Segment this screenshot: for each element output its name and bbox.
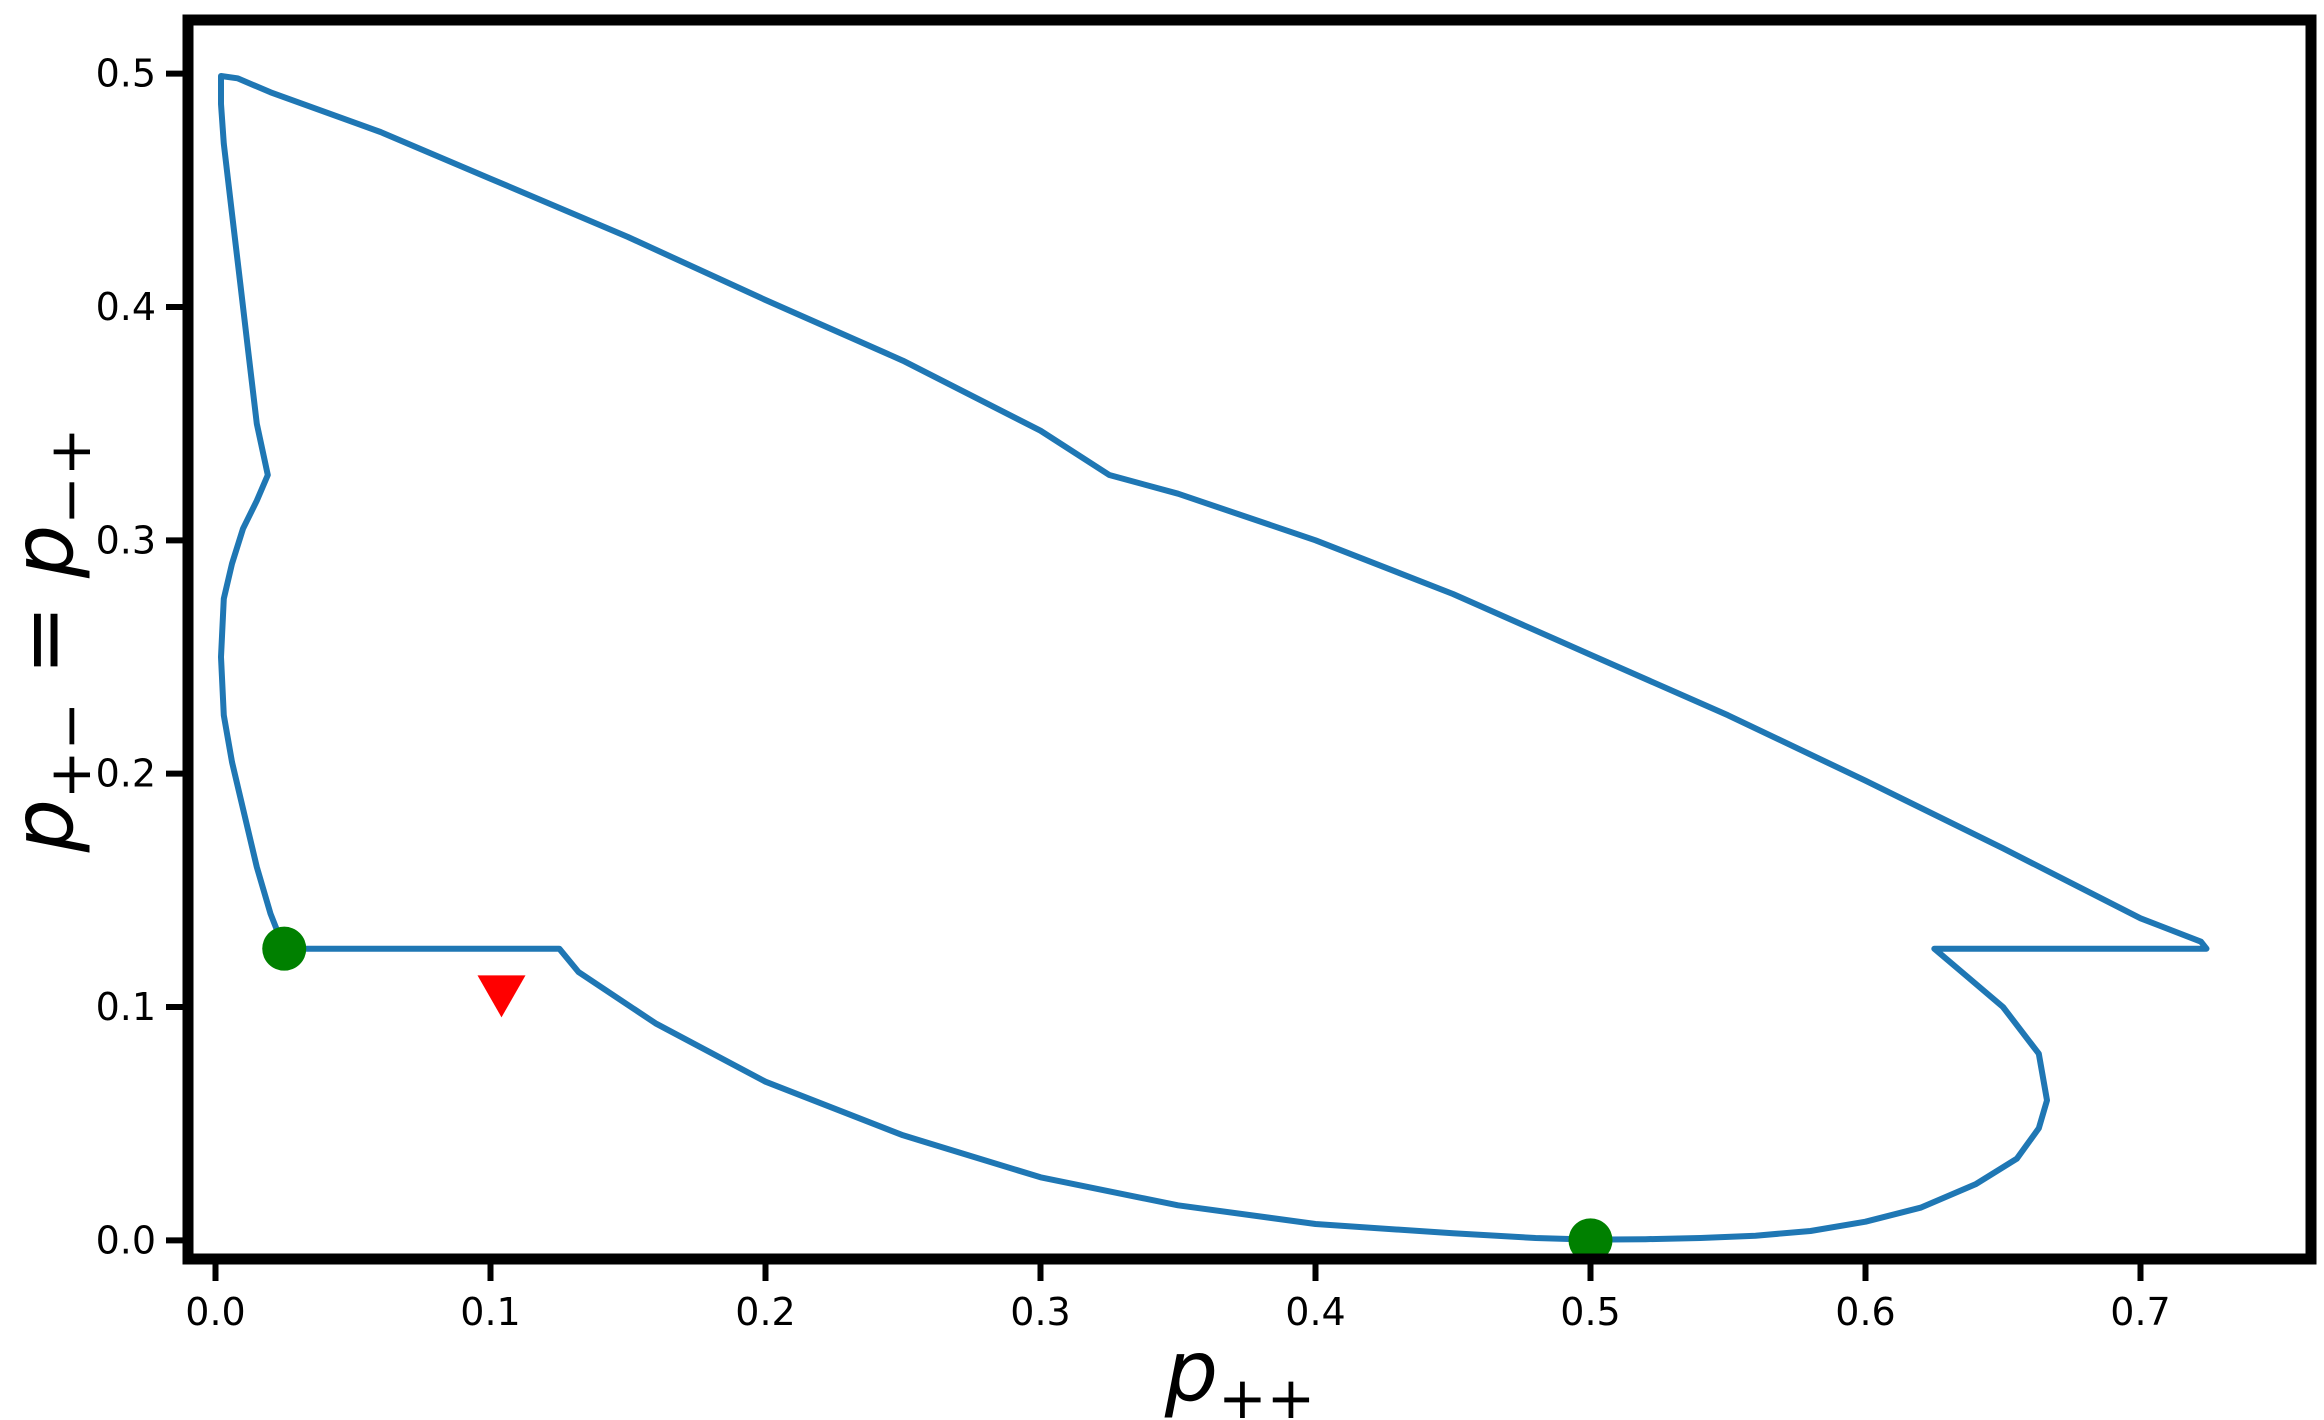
x-tick-label: 0.7 [2110,1290,2170,1334]
plot-content [218,73,2210,1263]
x-tick-label: 0.2 [735,1290,795,1334]
plot-frame [182,14,2317,1265]
y-axis-label-sub2: −+ [36,428,104,525]
marker-triangle [477,975,526,1018]
y-axis-label: p+− = p−+ [0,428,104,854]
y-axis-label-p1: p [0,799,92,853]
x-axis-label-main: p [1164,1322,1218,1420]
x-tick-label: 0.4 [1285,1290,1345,1334]
x-tick-label: 0.3 [1010,1290,1070,1334]
y-tick-label: 0.2 [96,752,156,796]
y-tick-label: 0.3 [96,518,156,562]
y-axis-label-sub1: +− [36,702,104,799]
boundary-line [218,73,2210,1243]
y-axis: 0.0 0.1 0.2 0.3 0.4 0.5 [96,52,188,1262]
x-axis: 0.0 0.1 0.2 0.3 0.4 0.5 0.6 0.7 [185,1259,2171,1334]
y-tick-label: 0.1 [96,985,156,1029]
y-axis-label-eq: = [0,578,92,702]
y-axis-label-p2: p [0,525,92,579]
y-tick-label: 0.5 [96,52,156,96]
x-tick-label: 0.1 [460,1290,520,1334]
marker-circle [262,926,307,971]
y-tick-label: 0.0 [96,1218,156,1262]
x-tick-label: 0.5 [1560,1290,1620,1334]
x-axis-label-subscript: ++ [1218,1364,1315,1420]
marker-circle [1568,1218,1613,1263]
y-tick-label: 0.4 [96,285,156,329]
x-tick-label: 0.0 [185,1290,245,1334]
x-tick-label: 0.6 [1835,1290,1895,1334]
x-axis-label: p++ [1164,1322,1316,1420]
